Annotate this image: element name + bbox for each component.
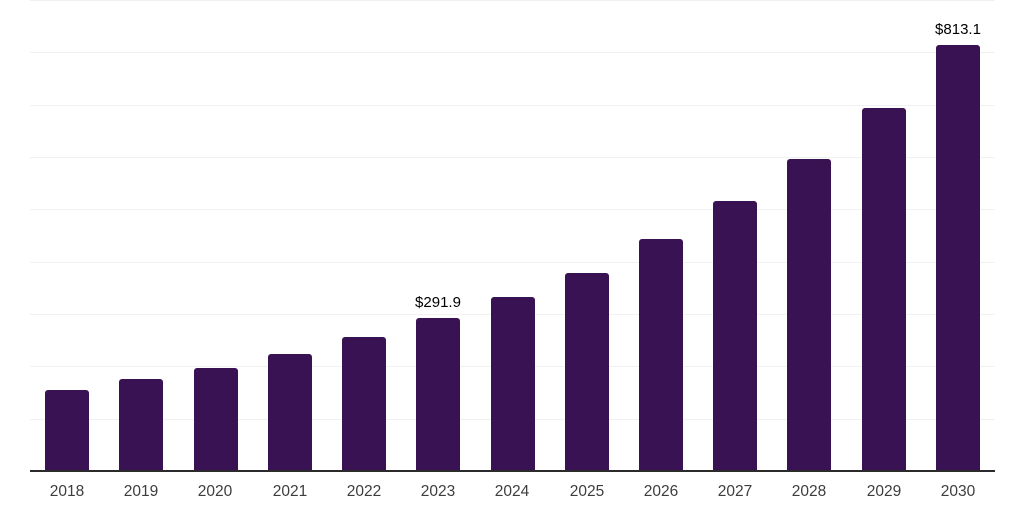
x-tick-label-2021: 2021 <box>272 483 308 500</box>
bar-2028 <box>787 159 831 471</box>
x-tick-label-2023: 2023 <box>420 483 456 500</box>
bar-2026 <box>639 239 683 471</box>
bar-2024 <box>491 297 535 471</box>
data-label-2030: $813.1 <box>935 21 981 38</box>
x-tick-label-2020: 2020 <box>197 483 233 500</box>
x-tick-label-2030: 2030 <box>940 483 976 500</box>
bar-2029 <box>862 108 906 471</box>
bar-2018 <box>45 390 89 471</box>
x-tick-label-2024: 2024 <box>494 483 530 500</box>
bar-2030 <box>936 45 980 471</box>
gridline-700 <box>30 105 995 106</box>
bar-2021 <box>268 354 312 471</box>
gridline-600 <box>30 157 995 158</box>
gridline-500 <box>30 209 995 210</box>
x-tick-label-2026: 2026 <box>643 483 679 500</box>
bar-2020 <box>194 368 238 471</box>
x-tick-label-2028: 2028 <box>791 483 827 500</box>
x-tick-label-2019: 2019 <box>123 483 159 500</box>
gridline-900 <box>30 0 995 1</box>
data-label-2023: $291.9 <box>415 294 461 311</box>
x-tick-label-2022: 2022 <box>346 483 382 500</box>
x-tick-label-2029: 2029 <box>866 483 902 500</box>
gridline-400 <box>30 262 995 263</box>
bar-2023 <box>416 318 460 471</box>
x-tick-label-2027: 2027 <box>717 483 753 500</box>
x-axis-line <box>30 470 995 472</box>
bar-2025 <box>565 273 609 471</box>
x-tick-label-2025: 2025 <box>569 483 605 500</box>
bar-2027 <box>713 201 757 471</box>
x-tick-label-2018: 2018 <box>49 483 85 500</box>
gridline-800 <box>30 52 995 53</box>
bar-2019 <box>119 379 163 471</box>
bar-2022 <box>342 337 386 471</box>
